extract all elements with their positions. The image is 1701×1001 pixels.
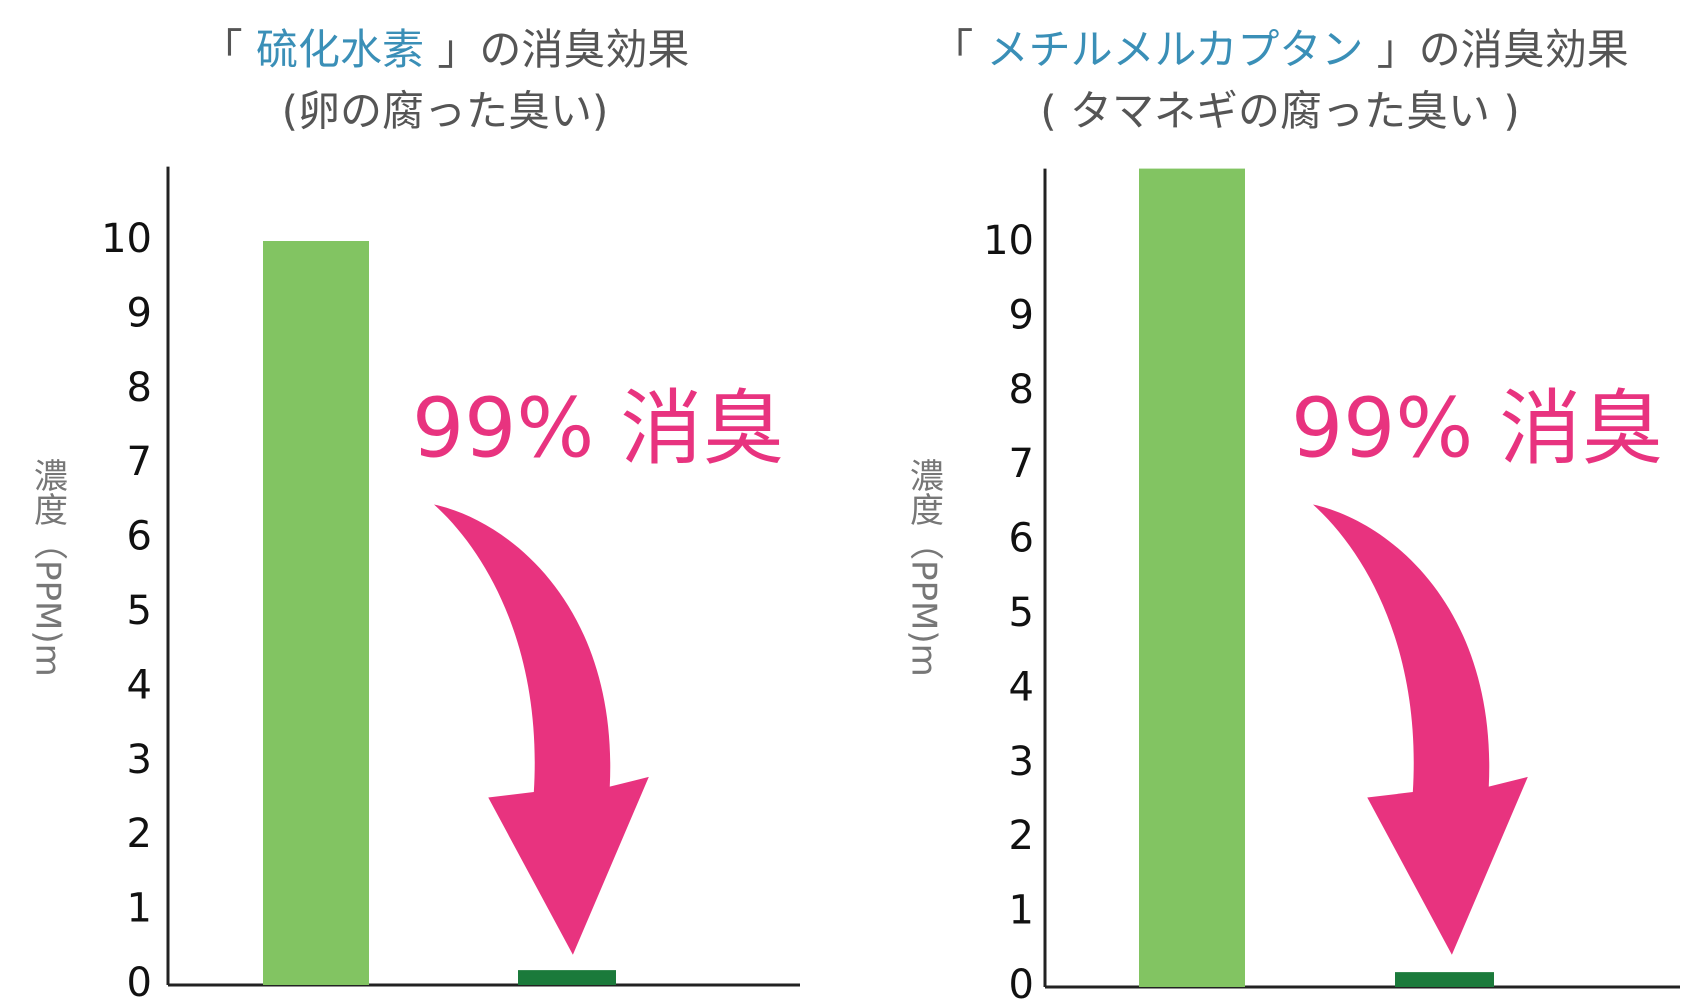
- y-tick-label: 8: [127, 365, 152, 411]
- arrow: [434, 504, 649, 955]
- y-tick-label: 6: [1009, 516, 1034, 562]
- chart-title: 「 硫化水素 」の消臭効果: [201, 25, 690, 74]
- title-close: 」の消臭効果: [424, 25, 689, 74]
- y-tick-label: 6: [127, 514, 152, 560]
- annotation: 99% 消臭: [412, 381, 784, 476]
- y-tick-label: 5: [1009, 590, 1034, 636]
- bar: [263, 241, 369, 985]
- annotation: 99% 消臭: [1291, 381, 1663, 476]
- y-axis-label: 濃度（PPM)m: [904, 458, 944, 677]
- title-name: 硫化水素: [256, 25, 424, 74]
- y-tick-label: 9: [1009, 292, 1034, 338]
- chart: 「 メチルメルカプタン 」の消臭効果 ( タマネギの腐った臭い ) 濃度（PPM)m…: [904, 25, 1680, 1001]
- chart-title: 「 メチルメルカプタン 」の消臭効果: [931, 25, 1628, 74]
- y-axis-label: 濃度（PPM)m: [28, 458, 68, 677]
- y-tick-label: 2: [127, 811, 152, 857]
- arrow: [1313, 504, 1528, 955]
- y-tick-label: 1: [1009, 888, 1034, 934]
- title-close: 」の消臭効果: [1363, 25, 1628, 74]
- y-tick-label: 3: [127, 737, 152, 783]
- chart-subtitle: ( タマネギの腐った臭い ): [1040, 87, 1519, 136]
- y-tick-label: 5: [127, 588, 152, 634]
- chart-subtitle: (卵の腐った臭い): [282, 87, 609, 136]
- y-tick-label: 4: [1009, 664, 1034, 710]
- y-tick-label: 3: [1009, 739, 1034, 785]
- y-tick-label: 9: [127, 290, 152, 336]
- bar: [518, 970, 616, 985]
- y-tick-label: 0: [1009, 962, 1034, 1001]
- y-tick-label: 7: [127, 439, 152, 485]
- y-tick-label: 10: [983, 218, 1034, 264]
- title-open: 「: [931, 25, 986, 74]
- bar: [1139, 168, 1245, 988]
- y-tick-label: 4: [127, 662, 152, 708]
- title-name: メチルメルカプタン: [987, 25, 1364, 74]
- y-tick-label: 0: [127, 960, 152, 1001]
- y-tick-label: 7: [1009, 441, 1034, 487]
- chart: 「 硫化水素 」の消臭効果 (卵の腐った臭い) 濃度（PPM)m 0 1 2 3 4 5 6 7 8 9…: [28, 25, 800, 1001]
- bar: [1395, 972, 1494, 987]
- y-tick-label: 2: [1009, 813, 1034, 859]
- y-tick-label: 1: [127, 886, 152, 932]
- y-tick-label: 10: [101, 216, 152, 262]
- y-tick-label: 8: [1009, 367, 1034, 413]
- title-open: 「: [201, 25, 256, 74]
